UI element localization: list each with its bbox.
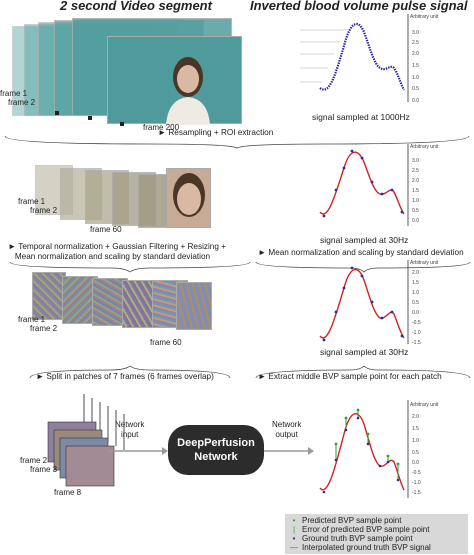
svg-text:1.0: 1.0 <box>412 198 419 204</box>
svg-text:1.0: 1.0 <box>412 75 419 81</box>
row3-frame60-label: frame 60 <box>150 338 182 347</box>
signal-plot-30hz-normalized: Arbitrary unit 2.0 1.5 1.0 0.5 0.0 -0.5 … <box>319 260 439 346</box>
svg-text:0.5: 0.5 <box>412 86 419 92</box>
svg-text:0.5: 0.5 <box>412 300 419 306</box>
predicted-signal-plot: Arbitrary unit 2.0 1.5 1.0 0.5 0.0 -0.5 … <box>319 400 439 498</box>
svg-text:-1.0: -1.0 <box>412 480 421 486</box>
bvp-sample-points <box>322 149 404 218</box>
legend-item-interpolated: — Interpolated ground truth BVP signal <box>290 543 431 552</box>
row3-signal-caption: signal sampled at 30Hz <box>320 347 409 357</box>
video-frame-stack-roi <box>30 160 211 230</box>
legend-item-ground-truth: • Ground truth BVP sample point <box>289 534 464 543</box>
svg-text:0.5: 0.5 <box>412 450 419 456</box>
step-resampling-roi: ► Resampling + ROI extraction <box>158 128 274 137</box>
network-output-label: Network output <box>272 420 302 439</box>
svg-text:1.5: 1.5 <box>412 426 419 432</box>
row2-frame2-label: frame 2 <box>30 206 58 215</box>
network-name: DeepPerfusion Network <box>177 437 255 463</box>
svg-text:0.5: 0.5 <box>412 208 419 214</box>
svg-text:2.5: 2.5 <box>412 168 419 174</box>
legend-item-error: | Error of predicted BVP sample point <box>289 525 464 534</box>
signal-plot-1000hz: Arbitrary unit 3.0 2.5 2.0 1.5 1.0 0.5 0… <box>300 14 439 104</box>
row4-frame8-label: frame 8 <box>54 488 82 497</box>
video-frame-stack-raw <box>12 16 242 126</box>
roi-face-frame <box>166 168 211 228</box>
patch-stack <box>47 394 125 487</box>
svg-text:0.0: 0.0 <box>412 310 419 316</box>
svg-text:0.0: 0.0 <box>412 460 419 466</box>
row3-frame2-label: frame 2 <box>30 324 58 333</box>
normalized-frame-stack <box>30 270 212 334</box>
frame-marker <box>88 116 92 120</box>
row2-frame60-label: frame 60 <box>90 225 122 234</box>
video-segment-header: 2 second Video segment <box>60 0 212 13</box>
row1-frame200-label: frame 200 <box>143 123 180 132</box>
row1-frame2-label: frame 2 <box>8 98 36 107</box>
svg-text:2.0: 2.0 <box>412 414 419 420</box>
legend: • Predicted BVP sample point | Error of … <box>285 514 468 554</box>
brace-divider <box>29 365 471 379</box>
deepperfusion-network-box: DeepPerfusion Network <box>168 425 264 475</box>
brace-divider <box>9 261 471 273</box>
row2-signal-caption: signal sampled at 30Hz <box>320 235 409 245</box>
svg-text:-1.0: -1.0 <box>412 330 421 336</box>
svg-text:-0.5: -0.5 <box>412 470 421 476</box>
interpolated-line-icon: — <box>290 543 298 552</box>
guide-lines <box>300 29 350 83</box>
step-extract-middle-sample: ► Extract middle BVP sample point for ea… <box>258 372 442 381</box>
last-video-frame <box>107 36 242 125</box>
svg-text:3.0: 3.0 <box>412 30 419 36</box>
row1-frame1-label: frame 1 <box>0 89 28 98</box>
frame-marker <box>120 122 124 126</box>
row4-frame3-label: frame 3 <box>30 465 58 474</box>
network-input-label: Network input <box>115 420 145 439</box>
svg-text:1.5: 1.5 <box>412 280 419 286</box>
svg-text:1.5: 1.5 <box>412 63 419 69</box>
svg-text:-0.5: -0.5 <box>412 320 421 326</box>
svg-text:1.5: 1.5 <box>412 188 419 194</box>
row4-frame2-label: frame 2 <box>20 456 48 465</box>
legend-item-predicted: • Predicted BVP sample point <box>289 516 464 525</box>
row4-axis-label: Arbitrary unit <box>410 402 439 408</box>
ground-truth-point-icon: • <box>292 534 296 543</box>
step-split-patches: ► Split in patches of 7 frames (6 frames… <box>36 372 214 381</box>
arrow-icon <box>108 447 168 455</box>
error-bar-icon: | <box>292 525 296 534</box>
svg-text:0.0: 0.0 <box>412 218 419 224</box>
svg-text:1.0: 1.0 <box>412 290 419 296</box>
row2-axis-label: Arbitrary unit <box>410 144 439 150</box>
arrow-icon <box>264 447 314 455</box>
bvp-curve-interpolated <box>319 151 405 215</box>
row1-axis-label: Arbitrary unit <box>410 14 439 20</box>
svg-text:2.0: 2.0 <box>412 270 419 276</box>
signal-plot-30hz: Arbitrary unit 3.0 2.5 2.0 1.5 1.0 0.5 0… <box>319 144 439 226</box>
predicted-point-icon: • <box>292 516 296 525</box>
svg-text:1.0: 1.0 <box>412 438 419 444</box>
svg-text:-1.5: -1.5 <box>412 490 421 496</box>
frame-marker <box>55 111 59 115</box>
person-face-icon <box>166 57 210 125</box>
row1-signal-caption: signal sampled at 1000Hz <box>312 112 410 122</box>
step-mean-normalization-right: ► Mean normalization and scaling by stan… <box>258 248 464 257</box>
row3-axis-label: Arbitrary unit <box>410 260 439 266</box>
row3-frame1-label: frame 1 <box>18 315 46 324</box>
svg-text:-1.5: -1.5 <box>412 340 421 346</box>
row2-frame1-label: frame 1 <box>18 197 46 206</box>
step-temporal-normalization: ► Temporal normalization + Gaussian Filt… <box>8 242 226 261</box>
face-crop-icon <box>173 173 205 217</box>
bvp-signal-header: Inverted blood volume pulse signal <box>250 0 468 13</box>
svg-text:2.5: 2.5 <box>412 40 419 46</box>
svg-text:2.0: 2.0 <box>412 178 419 184</box>
svg-text:2.0: 2.0 <box>412 51 419 57</box>
svg-text:0.0: 0.0 <box>412 98 419 104</box>
bvp-curve-dense <box>319 22 405 91</box>
svg-text:3.0: 3.0 <box>412 158 419 164</box>
brace-divider <box>4 135 470 149</box>
